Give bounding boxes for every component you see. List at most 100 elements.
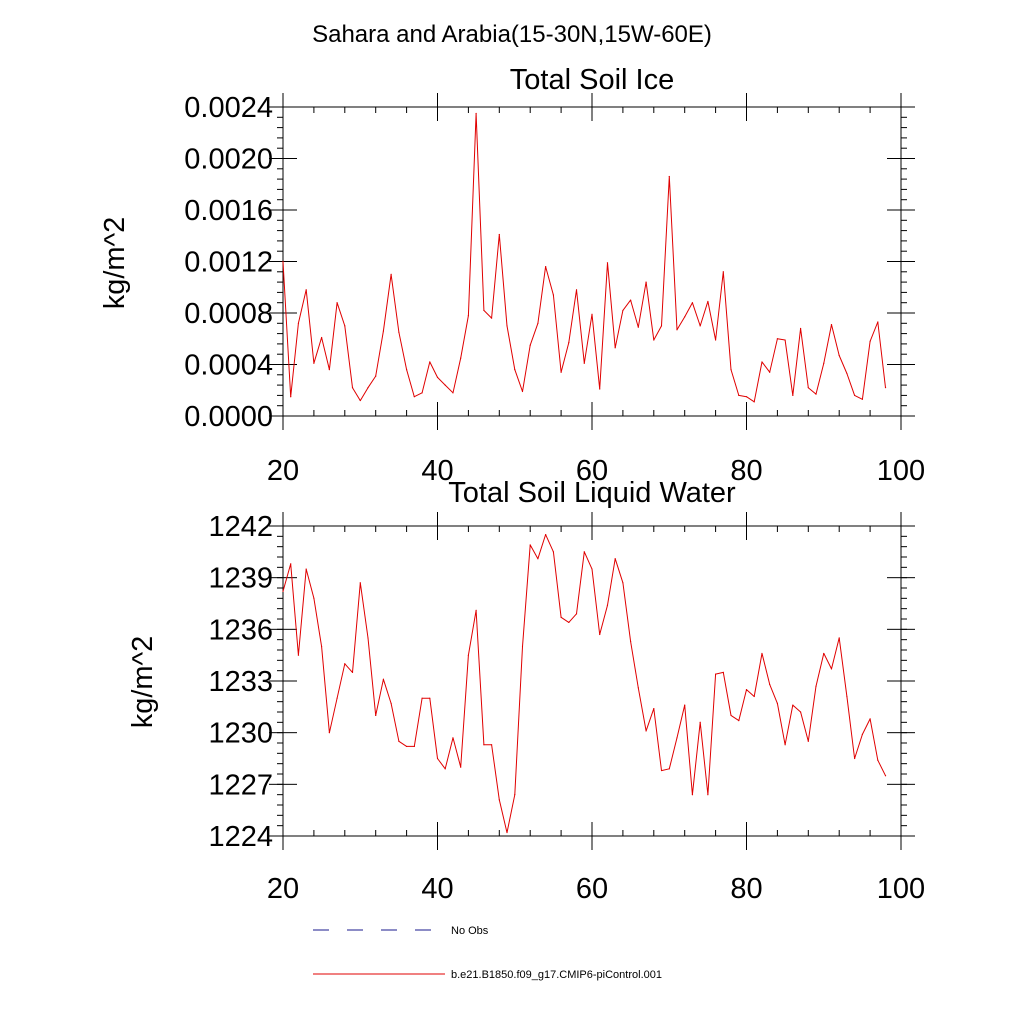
data-point [290,396,292,398]
data-point [823,362,825,364]
y-tick-label: 0.0000 [184,401,273,433]
data-point [583,551,585,553]
data-point [653,339,655,341]
data-point [653,707,655,710]
data-point [398,331,400,333]
data-point [799,711,802,713]
data-point [691,302,694,304]
data-point [869,340,871,342]
data-point [467,654,469,656]
data-point [390,702,392,704]
data-point [745,396,748,398]
data-point [537,322,539,324]
data-point [745,689,748,691]
data-point [344,663,346,665]
data-point [761,361,763,363]
panel-2-ylabel: kg/m^2 [127,636,159,729]
plot-area-1: 20 40 60 80 100 0.0000 0.0004 0.0008 0.0012 0.001… [184,92,925,487]
data-point [375,375,377,377]
data-point [730,714,732,717]
data-point [637,326,639,328]
data-point [668,175,670,178]
data-point [429,361,431,363]
plot-area-2: 20 40 60 80 100 1224 1227 1230 1233 1236 1239 1242 [208,511,925,905]
data-point [722,271,724,273]
x-tick-label: 60 [576,873,608,905]
data-point [475,609,477,611]
data-point [321,336,323,339]
data-point [560,371,562,373]
plot-frame [282,106,902,417]
data-point [769,371,771,373]
data-point [506,325,508,327]
data-point [591,313,593,315]
data-point [753,695,755,698]
data-point [421,697,423,699]
data-point [715,339,717,341]
data-point [444,768,446,770]
y-tick-label: 0.0008 [184,298,273,330]
y-tick-label: 0.0016 [184,195,273,227]
data-point [591,568,593,570]
data-point [305,568,307,570]
data-point [529,544,531,546]
data-point [460,766,462,768]
data-point [305,289,307,291]
data-point [351,387,354,389]
y-tick-label: 0.0012 [184,247,273,279]
data-point [707,794,709,796]
data-point [297,654,300,656]
data-point [490,744,493,746]
data-point [406,369,408,371]
data-point [351,671,354,673]
data-point [336,302,338,304]
data-point [691,794,694,796]
data-point [568,621,570,624]
data-point [846,695,848,698]
data-point [560,616,562,618]
data-point [344,325,346,327]
data-point [575,289,578,291]
data-point [792,394,794,396]
data-point [514,794,516,796]
data-point [799,327,802,330]
data-point [699,325,701,327]
data-point [336,697,338,699]
data-point [521,645,524,648]
data-point [884,775,887,777]
data-point [861,733,863,735]
data-point [846,372,848,375]
data-point [815,393,817,395]
data-point [668,768,670,770]
data-point [290,563,292,565]
data-point [823,652,825,655]
data-point [684,704,686,706]
data-point [282,590,284,593]
panel-1-title: Total Soil Ice [510,64,674,96]
data-point [406,745,408,748]
data-point [483,309,485,312]
data-point [861,398,863,400]
data-point [792,704,794,706]
data-point [622,582,624,584]
x-tick-label: 20 [267,873,299,905]
data-point [784,339,786,341]
data-point [552,294,554,296]
data-point [830,323,833,326]
figure-suptitle: Sahara and Arabia(15-30N,15W-60E) [312,21,712,48]
data-point [460,357,462,359]
data-point [877,759,879,761]
data-point [568,342,570,344]
data-point [753,401,755,403]
data-point [382,678,385,680]
data-point [676,329,678,331]
data-point [599,633,601,636]
data-point [838,354,840,357]
data-point [699,721,701,723]
data-point [606,262,609,264]
data-point [444,384,446,386]
data-point [575,613,578,615]
data-point [498,233,500,236]
data-point [614,347,616,349]
data-point [776,702,779,704]
